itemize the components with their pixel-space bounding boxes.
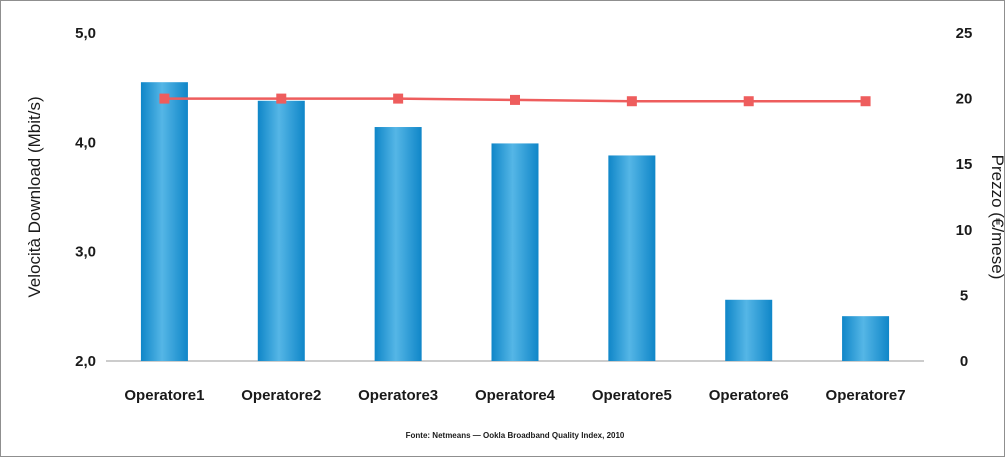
bar [842,316,890,361]
bar [374,127,422,361]
bar [140,82,188,361]
y2-tick-label: 5 [960,287,968,304]
y-tick-label: 4,0 [75,134,96,151]
y2-axis-title: Prezzo (€/mese) [988,155,1007,280]
right-axis-ticks: 0 5 10 15 20 25 [956,25,973,370]
bar [491,143,539,361]
y2-tick-label: 10 [956,222,973,239]
y-axis-title: Velocità Download (Mbit/s) [25,96,44,297]
bar [608,155,656,361]
price-line-series [159,93,871,107]
category-label: Operatore6 [709,387,789,404]
bar-series [140,82,890,361]
price-marker [276,93,287,104]
category-label: Operatore3 [358,387,438,404]
source-note: Fonte: Netmeans — Ookla Broadband Qualit… [406,431,625,440]
price-marker [393,93,404,104]
category-label: Operatore4 [475,387,556,404]
price-marker [159,93,170,104]
category-label: Operatore1 [124,387,204,404]
category-label: Operatore5 [592,387,672,404]
category-labels: Operatore1 Operatore2 Operatore3 Operatore4… [124,387,905,404]
y2-tick-label: 25 [956,25,973,42]
y2-tick-label: 15 [956,156,973,173]
y-tick-label: 5,0 [75,25,96,42]
y2-tick-label: 20 [956,91,973,108]
left-axis-ticks: 2,0 3,0 4,0 5,0 [75,25,96,370]
y-tick-label: 2,0 [75,353,96,370]
y2-tick-label: 0 [960,353,968,370]
bar [725,299,773,361]
price-marker [860,96,871,107]
y-tick-label: 3,0 [75,244,96,261]
category-label: Operatore2 [241,387,321,404]
price-marker [626,96,637,107]
category-label: Operatore7 [826,387,906,404]
price-marker [510,94,520,105]
price-marker [743,96,754,107]
bar [257,100,305,361]
